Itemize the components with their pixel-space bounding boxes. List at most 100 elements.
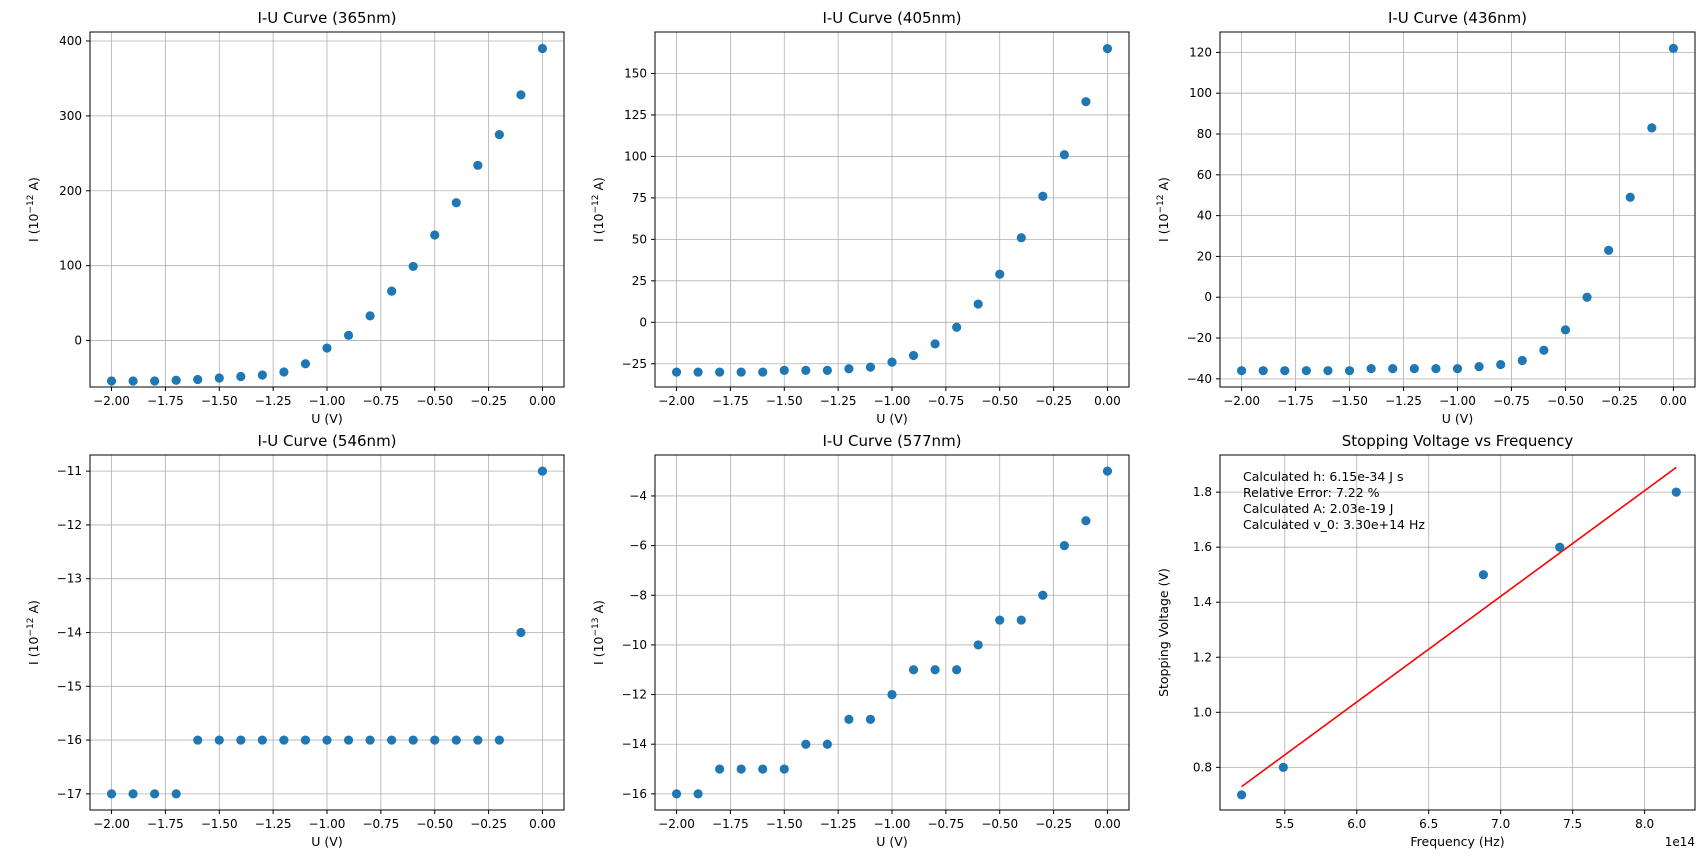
data-point — [322, 735, 332, 745]
data-point — [693, 789, 703, 799]
data-point — [865, 362, 876, 372]
data-point — [908, 665, 919, 675]
annotation-text: Calculated A: 2.03e-19 J — [1243, 501, 1393, 516]
x-axis-label: U (V) — [311, 411, 342, 426]
chart-panel-6: 5.5 6.0 6.5 7.0 7.5 8.0 0.8 1.0 1.2 1.4 1.6 1.8 Stop… — [1156, 432, 1696, 849]
data-point — [1582, 292, 1592, 302]
data-point — [1081, 516, 1091, 526]
data-point — [715, 764, 725, 774]
data-point — [1059, 541, 1069, 551]
x-tick-label: 7.5 — [1563, 817, 1582, 831]
x-axis-label: Frequency (Hz) — [1410, 834, 1504, 849]
data-point — [171, 375, 181, 385]
y-tick-label: 1.2 — [1193, 650, 1212, 664]
y-label-exponent: −12 — [26, 194, 36, 213]
axes-frame — [1219, 454, 1696, 811]
y-label-tail: A) — [26, 600, 41, 617]
y-axis-label: I (10−12 A) — [1156, 177, 1171, 242]
data-point — [193, 374, 203, 385]
y-axis-label: I (10−12 A) — [26, 600, 41, 665]
x-tick-label: −2.00 — [93, 394, 130, 408]
y-tick-label: 100 — [59, 259, 82, 273]
fit-line — [1241, 466, 1677, 788]
data-point — [1409, 364, 1419, 374]
y-tick-label: 60 — [1197, 168, 1212, 182]
data-point — [1059, 150, 1069, 160]
data-point — [1671, 487, 1681, 497]
data-point — [1431, 364, 1441, 374]
data-point — [801, 365, 811, 376]
x-tick-label: −1.00 — [1439, 394, 1476, 408]
y-tick-label: 150 — [624, 66, 647, 80]
x-tick-label: −1.50 — [766, 817, 803, 831]
y-label-base: I (10 — [591, 213, 606, 241]
data-point — [128, 789, 138, 799]
chart-title: I-U Curve (405nm) — [822, 9, 961, 27]
x-tick-label: 6.0 — [1347, 817, 1366, 831]
y-tick-label: 0 — [74, 334, 82, 348]
x-axis-label: U (V) — [876, 834, 907, 849]
y-tick-label: 80 — [1197, 127, 1212, 141]
data-point — [214, 373, 224, 383]
x-tick-label: −1.00 — [874, 817, 911, 831]
y-tick-label: 20 — [1197, 249, 1212, 263]
x-tick-label: −0.50 — [416, 394, 453, 408]
data-point — [106, 789, 117, 799]
x-axis-label: U (V) — [876, 411, 907, 426]
data-point — [408, 735, 418, 745]
data-point — [1517, 355, 1527, 366]
x-tick-label: 6.5 — [1419, 817, 1438, 831]
x-tick-label: −1.75 — [712, 817, 749, 831]
data-point — [693, 367, 703, 377]
data-point — [1016, 615, 1026, 625]
data-point — [473, 735, 483, 745]
data-point — [430, 735, 440, 745]
x-tick-label: −1.50 — [766, 394, 803, 408]
data-point — [257, 370, 267, 380]
data-point — [451, 735, 461, 745]
data-point — [516, 627, 526, 638]
x-axis-label: U (V) — [1442, 411, 1473, 426]
y-tick-label: −8 — [629, 588, 647, 602]
data-point — [758, 764, 768, 774]
data-point — [844, 714, 854, 724]
x-tick-label: −0.25 — [1035, 394, 1072, 408]
y-label-base: I (10 — [591, 636, 606, 664]
y-label-exponent: −12 — [1156, 194, 1166, 213]
x-tick-label: −2.00 — [1223, 394, 1260, 408]
y-tick-label: −20 — [1187, 331, 1212, 345]
data-point — [930, 665, 940, 675]
x-tick-label: −0.75 — [362, 817, 399, 831]
x-tick-label: −1.50 — [201, 394, 238, 408]
chart-panel-2: −2.00 −1.75 −1.50 −1.25 −1.00 −0.75 −0.50 −0.25… — [591, 9, 1130, 426]
data-point — [908, 350, 919, 361]
x-tick-label: −0.50 — [416, 817, 453, 831]
x-tick-label: −1.00 — [874, 394, 911, 408]
data-point — [1452, 364, 1463, 374]
x-tick-label: −0.50 — [1547, 394, 1584, 408]
data-point — [736, 764, 746, 774]
data-point — [1344, 366, 1355, 376]
chart-title: I-U Curve (365nm) — [257, 9, 396, 27]
y-tick-label: −16 — [57, 733, 82, 747]
data-point — [279, 367, 289, 377]
data-point — [279, 735, 289, 745]
y-label-tail: A) — [1156, 177, 1171, 194]
y-tick-label: 100 — [1189, 86, 1212, 100]
data-point — [171, 789, 181, 799]
x-tick-label: 0.00 — [1660, 394, 1687, 408]
x-axis-label: U (V) — [311, 834, 342, 849]
data-point — [1366, 364, 1376, 374]
data-point — [1555, 542, 1565, 552]
y-tick-label: −4 — [629, 489, 647, 503]
x-tick-label: −2.00 — [658, 817, 695, 831]
y-tick-label: 1.6 — [1193, 540, 1212, 554]
data-point — [1102, 43, 1113, 54]
y-label-base: I (10 — [26, 213, 41, 241]
chart-panel-3: −2.00 −1.75 −1.50 −1.25 −1.00 −0.75 −0.50 −0.25… — [1156, 9, 1696, 426]
y-tick-label: 1.0 — [1193, 705, 1212, 719]
x-tick-label: −1.25 — [255, 394, 292, 408]
y-tick-label: 100 — [624, 149, 647, 163]
data-point — [1280, 366, 1290, 376]
